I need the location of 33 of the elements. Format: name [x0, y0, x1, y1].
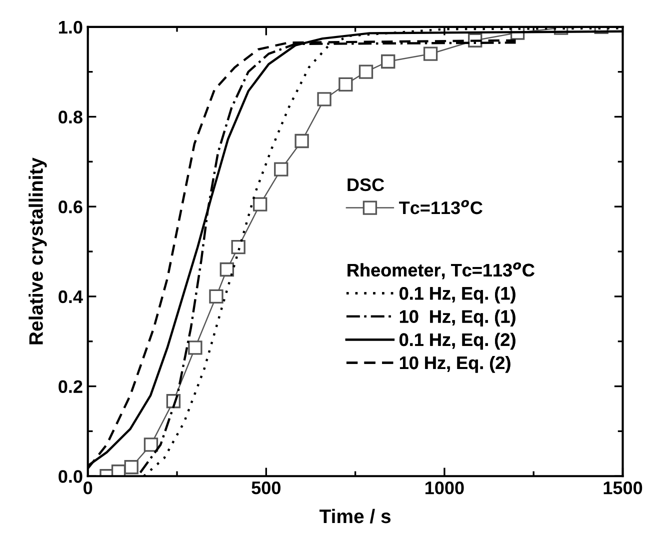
point [423, 46, 438, 61]
point [188, 340, 202, 355]
legend-label: Tc=113$^{o}$C [399, 200, 482, 214]
y-tick-label: 0.4 [58, 290, 83, 304]
point [220, 262, 234, 277]
x-axis-title: Time / s [319, 508, 391, 524]
x-tick-label: 1000 [426, 481, 464, 494]
annotation: Rheometer, Tc=113$^{o}$C [348, 262, 534, 280]
point [381, 54, 396, 69]
y-tick-label: 0.0 [58, 470, 82, 483]
x-tick-label: 1500 [604, 481, 642, 494]
legend-label: 0.1 Hz, Eq. (1) [400, 286, 516, 304]
y-tick-label: 0.2 [58, 380, 82, 394]
point [274, 162, 288, 176]
point [144, 438, 158, 452]
y-tick-label: 1.0 [59, 20, 82, 34]
annotation: DSC [348, 178, 384, 192]
point [231, 240, 246, 254]
y-tick-label: 0.8 [58, 110, 82, 124]
legend-label: 0.1 Hz, Eq. (2) [400, 332, 516, 350]
point [358, 64, 374, 79]
point [124, 460, 138, 474]
y-axis-title: Relative crystallinity [28, 158, 47, 344]
x-tick-label: 500 [252, 481, 280, 494]
point [209, 289, 224, 304]
point [253, 197, 268, 212]
legend-label: 10 Hz, Eq. (2) [400, 356, 510, 373]
legend-label: 10 Hz, Eq. (1) [400, 310, 516, 327]
y-tick-label: 0.6 [58, 200, 82, 214]
x-tick-label: 0 [84, 481, 92, 494]
point [338, 77, 353, 92]
point [317, 92, 332, 106]
point [294, 134, 309, 148]
